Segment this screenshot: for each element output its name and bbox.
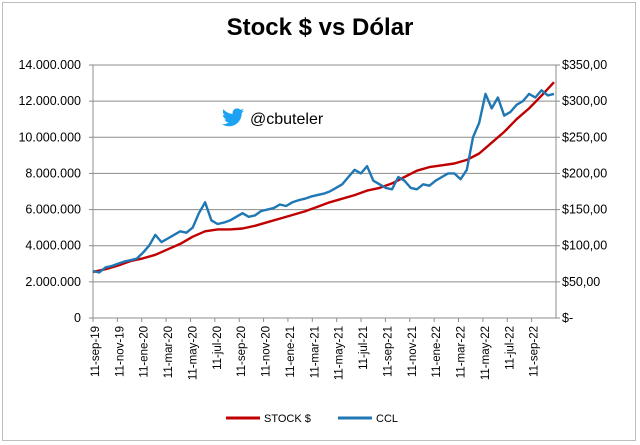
- y-left-tick-label: 14.000.000: [18, 58, 81, 72]
- y-right-tick-label: $350,00: [562, 58, 607, 72]
- y-right-tick-label: $50,00: [562, 275, 600, 289]
- y-right-tick-label: $250,00: [562, 130, 607, 144]
- chart-frame: [2, 2, 636, 441]
- x-tick-label: 11-may-20: [187, 326, 199, 380]
- x-tick-label: 11-may-21: [334, 326, 346, 380]
- x-tick-label: 11-sep-22: [529, 326, 541, 377]
- y-right-tick-label: $300,00: [562, 94, 607, 108]
- y-left-tick-label: 8.000.000: [25, 166, 81, 180]
- y-left-tick-label: 12.000.000: [18, 94, 81, 108]
- x-tick-label: 11-nov-21: [407, 326, 419, 377]
- x-tick-label: 11-ene-20: [139, 326, 151, 378]
- series-line-ccl: [92, 89, 555, 274]
- x-tick-label: 11-nov-19: [114, 326, 126, 377]
- series-line-stock: [92, 81, 555, 274]
- y-right-tick-label: $150,00: [562, 203, 607, 217]
- x-tick-label: 11-ene-21: [285, 326, 297, 378]
- x-tick-label: 11-nov-20: [261, 326, 273, 377]
- x-tick-label: 11-ene-22: [431, 326, 443, 378]
- x-tick-label: 11-may-22: [480, 326, 492, 380]
- chart-title: Stock $ vs Dólar: [226, 14, 414, 41]
- y-left-tick-label: 2.000.000: [25, 275, 81, 289]
- x-tick-label: 11-sep-20: [236, 326, 248, 377]
- x-tick-label: 11-mar-20: [163, 326, 175, 378]
- y-left-tick-label: 6.000.000: [25, 203, 81, 217]
- x-tick-label: 11-sep-21: [382, 326, 394, 377]
- x-tick-label: 11-jul-20: [212, 326, 224, 370]
- y-right-tick-label: $-: [562, 311, 573, 325]
- y-left-tick-label: 4.000.000: [25, 239, 81, 253]
- x-tick-label: 11-jul-21: [358, 326, 370, 370]
- y-left-tick-label: 0: [74, 311, 81, 325]
- legend-label: CCL: [376, 413, 398, 425]
- x-tick-label: 11-mar-21: [309, 326, 321, 378]
- x-tick-label: 11-sep-19: [90, 326, 102, 377]
- y-right-tick-label: $100,00: [562, 239, 607, 253]
- x-tick-label: 11-mar-22: [456, 326, 468, 378]
- legend-label: STOCK $: [264, 413, 311, 425]
- plot-border: [92, 64, 557, 319]
- y-left-tick-label: 10.000.000: [18, 130, 81, 144]
- x-tick-label: 11-jul-22: [504, 326, 516, 370]
- y-right-tick-label: $200,00: [562, 166, 607, 180]
- twitter-bird-icon: [222, 108, 244, 127]
- twitter-handle: @cbuteler: [250, 111, 324, 128]
